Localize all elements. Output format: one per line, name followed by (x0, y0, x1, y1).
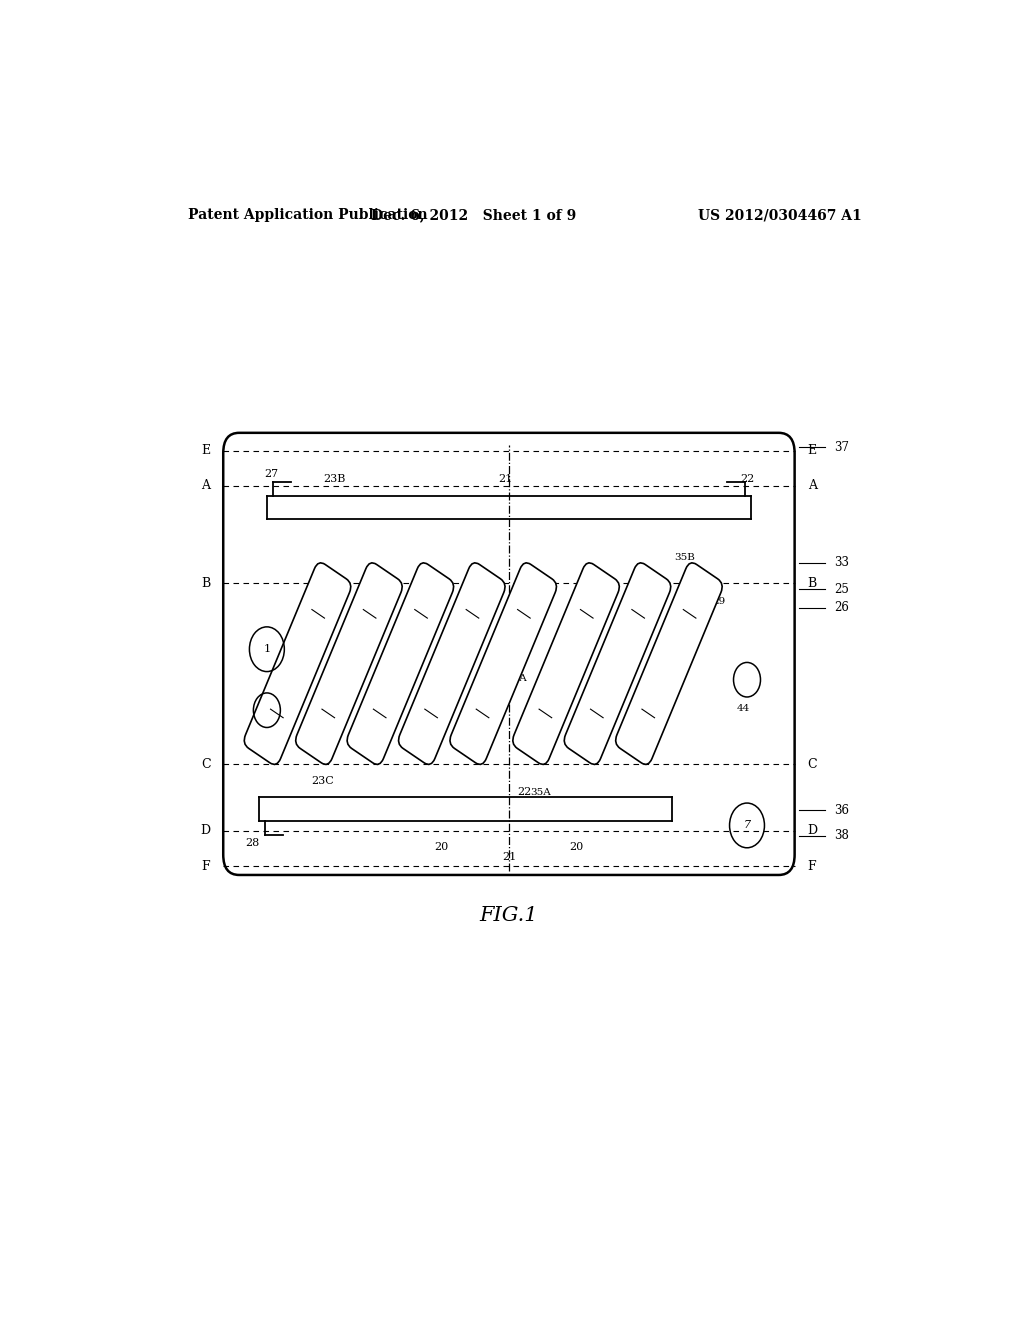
Text: 22: 22 (518, 787, 531, 797)
FancyBboxPatch shape (450, 562, 556, 764)
Text: 29: 29 (713, 597, 726, 606)
Text: 7: 7 (743, 821, 751, 830)
Text: 35A: 35A (541, 706, 561, 714)
Text: C: C (807, 758, 817, 771)
Text: FIG.1: FIG.1 (479, 906, 539, 925)
Text: D: D (201, 824, 211, 837)
Text: 36: 36 (835, 804, 849, 817)
Text: 35A: 35A (530, 788, 551, 797)
Text: 27: 27 (264, 469, 278, 479)
Text: 35A: 35A (324, 706, 344, 714)
Text: 35B: 35B (310, 610, 331, 619)
FancyBboxPatch shape (347, 562, 454, 764)
Text: D: D (807, 824, 817, 837)
FancyBboxPatch shape (245, 562, 351, 764)
Text: 20: 20 (434, 842, 449, 851)
FancyBboxPatch shape (513, 562, 620, 764)
FancyBboxPatch shape (398, 562, 505, 764)
Text: 23C: 23C (311, 776, 334, 785)
Text: 29: 29 (403, 643, 417, 652)
Text: Patent Application Publication: Patent Application Publication (187, 209, 427, 222)
Text: A: A (202, 479, 210, 492)
Text: 35A: 35A (375, 706, 395, 714)
Text: 20: 20 (569, 842, 584, 851)
Text: 26: 26 (835, 601, 849, 614)
Text: 29: 29 (455, 643, 468, 652)
Text: 29: 29 (507, 643, 519, 652)
Text: 35A: 35A (271, 706, 293, 714)
Text: B: B (808, 577, 817, 590)
FancyBboxPatch shape (564, 562, 671, 764)
Text: 29: 29 (621, 643, 634, 652)
Text: 37: 37 (835, 441, 849, 454)
Text: 1: 1 (263, 644, 270, 655)
Text: 23B: 23B (324, 474, 345, 483)
Text: 21: 21 (498, 474, 512, 483)
Text: US 2012/0304467 A1: US 2012/0304467 A1 (698, 209, 862, 222)
FancyBboxPatch shape (615, 562, 722, 764)
Text: 35B: 35B (631, 610, 651, 619)
Text: 35B: 35B (675, 553, 695, 562)
Text: F: F (202, 859, 210, 873)
Text: 29: 29 (352, 643, 366, 652)
Text: 38: 38 (835, 829, 849, 842)
Text: E: E (808, 444, 817, 457)
Text: 25: 25 (835, 582, 849, 595)
FancyBboxPatch shape (296, 562, 402, 764)
Text: 29: 29 (569, 643, 583, 652)
Text: F: F (808, 859, 816, 873)
Text: 35B: 35B (361, 610, 383, 619)
Text: 35B: 35B (414, 610, 434, 619)
Text: 35A: 35A (426, 706, 446, 714)
Text: 33: 33 (835, 556, 849, 569)
Text: 22: 22 (740, 474, 754, 483)
Text: Dec. 6, 2012   Sheet 1 of 9: Dec. 6, 2012 Sheet 1 of 9 (371, 209, 575, 222)
Text: E: E (201, 444, 210, 457)
Text: B: B (201, 577, 210, 590)
Text: 29: 29 (301, 643, 314, 652)
Text: 35A: 35A (477, 706, 499, 714)
Text: 35A: 35A (507, 675, 527, 684)
FancyBboxPatch shape (223, 433, 795, 875)
Text: C: C (201, 758, 211, 771)
Text: 35B: 35B (465, 610, 485, 619)
Text: 35A: 35A (592, 706, 612, 714)
Text: 28: 28 (246, 838, 260, 847)
Text: 21: 21 (502, 853, 516, 862)
Text: A: A (808, 479, 816, 492)
Text: 35B: 35B (579, 610, 600, 619)
Text: 44: 44 (736, 704, 750, 713)
Text: 44: 44 (256, 738, 269, 747)
Text: 35B: 35B (516, 610, 537, 619)
